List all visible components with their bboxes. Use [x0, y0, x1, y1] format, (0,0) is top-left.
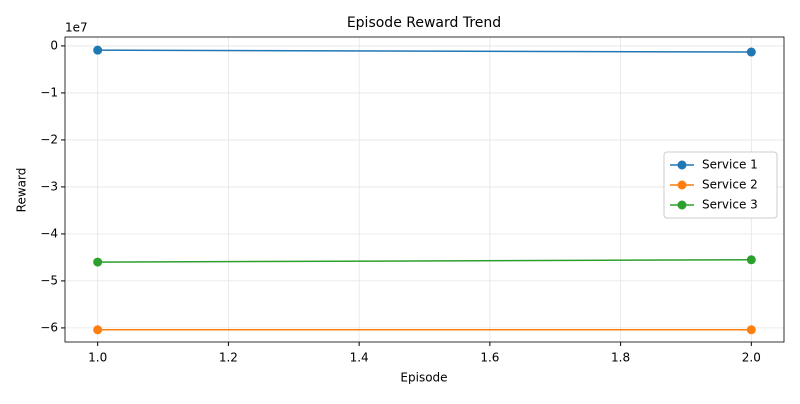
y-axis-label: Reward: [15, 168, 29, 213]
legend-marker: [677, 180, 687, 190]
x-axis-label: Episode: [400, 371, 447, 385]
marker: [93, 257, 103, 267]
marker: [93, 45, 103, 55]
marker: [746, 325, 756, 335]
x-tick-label: 2.0: [742, 351, 761, 365]
legend-label: Service 3: [702, 198, 758, 212]
legend-box: [663, 151, 778, 219]
y-tick-label: −3: [40, 179, 58, 193]
series-line: [97, 49, 752, 53]
x-tick-label: 1.6: [480, 351, 499, 365]
x-tick-label: 1.0: [88, 351, 107, 365]
series-line: [97, 259, 752, 263]
y-tick-label: −4: [40, 226, 58, 240]
legend-label: Service 1: [702, 158, 758, 172]
y-tick-label: −1: [40, 85, 58, 99]
plot-frame: [64, 36, 785, 343]
marker: [93, 325, 103, 335]
marker: [746, 47, 756, 57]
y-tick-label: 0: [50, 38, 58, 52]
x-tick-label: 1.4: [350, 351, 369, 365]
y-offset-label: 1e7: [65, 21, 88, 35]
y-tick-label: −6: [40, 320, 58, 334]
legend-marker: [677, 200, 687, 210]
marker: [746, 255, 756, 265]
y-tick-label: −2: [40, 132, 58, 146]
legend-label: Service 2: [702, 178, 758, 192]
x-tick-label: 1.2: [219, 351, 238, 365]
y-tick-label: −5: [40, 273, 58, 287]
x-tick-label: 1.8: [611, 351, 630, 365]
legend-marker: [677, 160, 687, 170]
chart-title: Episode Reward Trend: [347, 15, 501, 31]
